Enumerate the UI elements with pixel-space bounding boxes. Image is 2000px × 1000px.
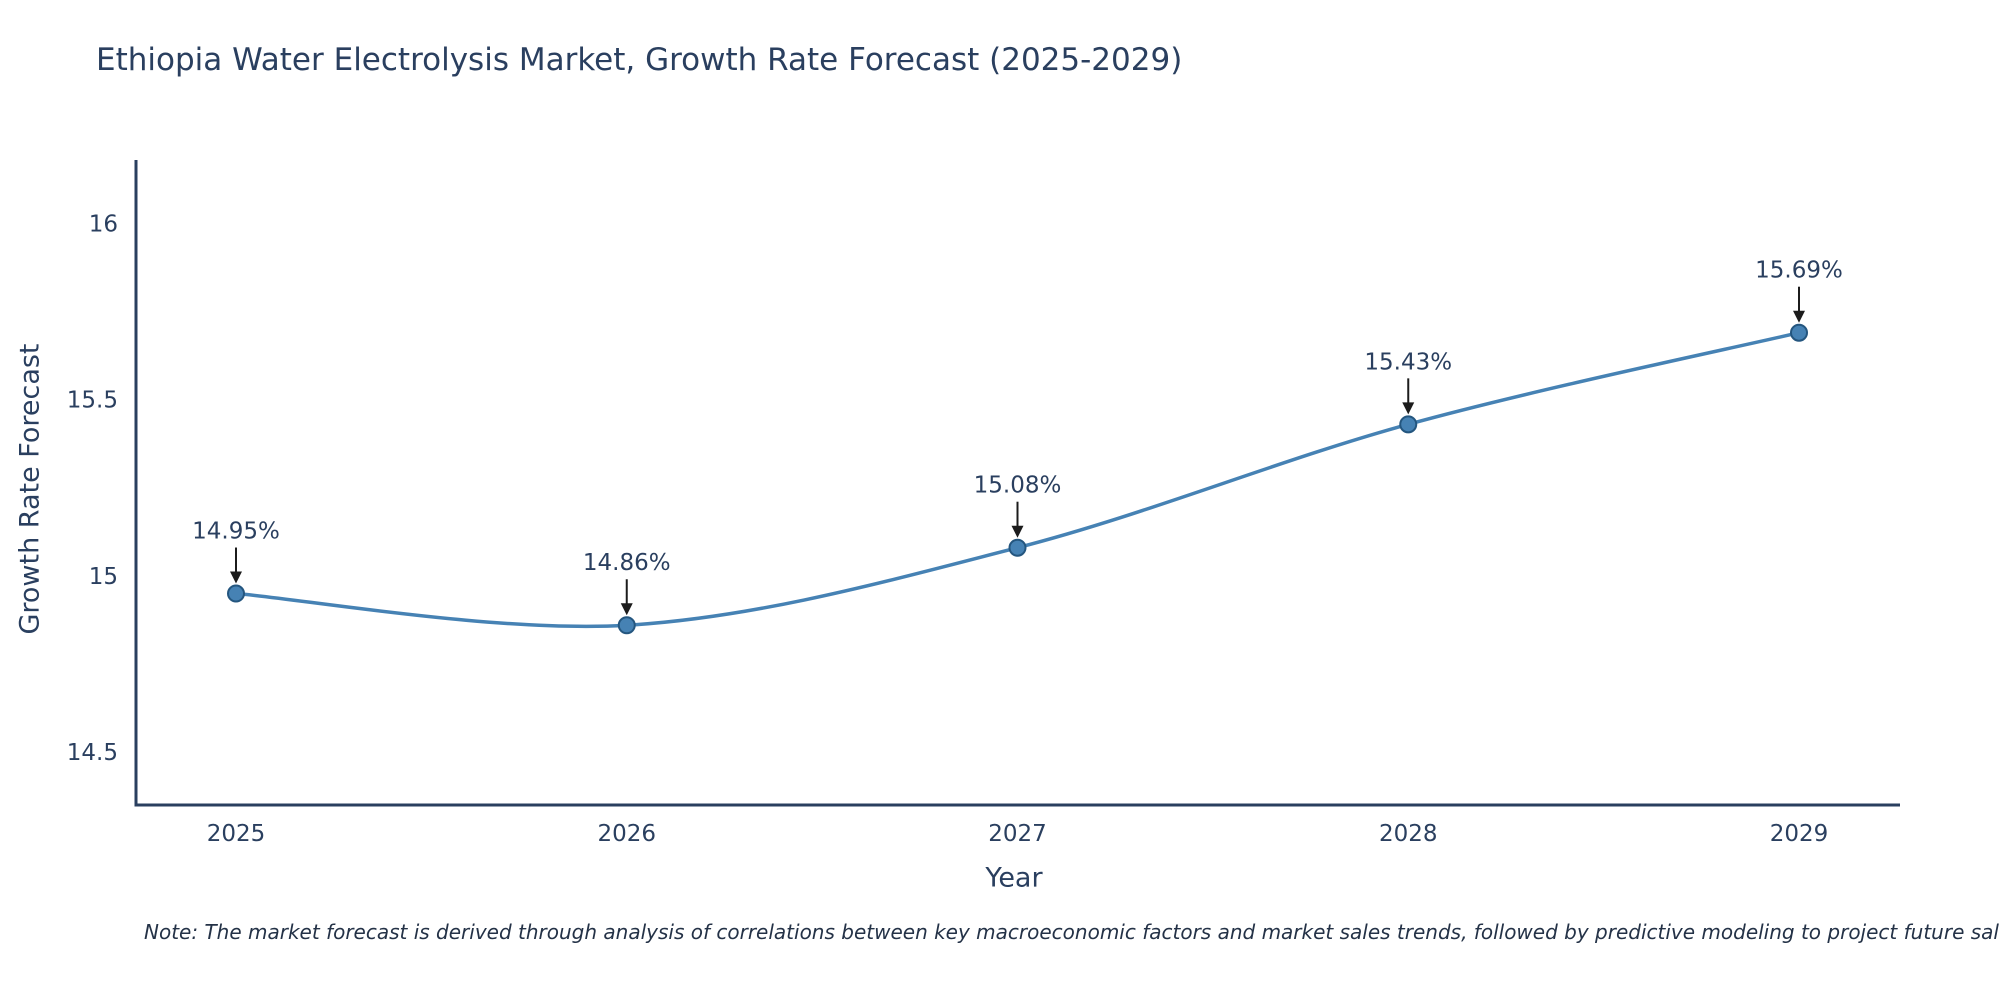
annotation-arrowhead	[230, 571, 242, 584]
y-tick-label: 14.5	[67, 740, 118, 766]
data-point	[617, 616, 636, 635]
x-tick-label: 2027	[988, 821, 1047, 847]
x-tick-label: 2026	[597, 821, 656, 847]
footnote: Note: The market forecast is derived thr…	[144, 920, 1999, 944]
x-tick-label: 2028	[1379, 821, 1438, 847]
point-label: 15.08%	[974, 473, 1062, 499]
axis-lines	[134, 160, 1900, 807]
point-label: 14.86%	[583, 550, 671, 576]
point-label: 15.43%	[1364, 349, 1452, 375]
annotation-arrowhead	[1402, 402, 1415, 415]
data-point	[1008, 538, 1027, 557]
y-tick-label: 15.5	[67, 388, 118, 414]
data-point	[1790, 323, 1808, 342]
x-tick-label: 2029	[1770, 821, 1829, 847]
annotation-arrowhead	[1011, 525, 1024, 538]
point-label: 15.69%	[1755, 258, 1843, 284]
annotation-arrowhead	[620, 603, 633, 616]
data-point	[227, 584, 245, 603]
point-label: 14.95%	[192, 519, 280, 545]
data-point	[1399, 415, 1418, 434]
x-axis-title: Year	[985, 862, 1043, 894]
y-tick-label: 16	[89, 211, 118, 237]
chart-title: Ethiopia Water Electrolysis Market, Grow…	[96, 42, 1183, 78]
x-tick-label: 2025	[207, 821, 266, 847]
y-tick-label: 15	[89, 564, 118, 590]
annotation-arrowhead	[1793, 310, 1805, 323]
